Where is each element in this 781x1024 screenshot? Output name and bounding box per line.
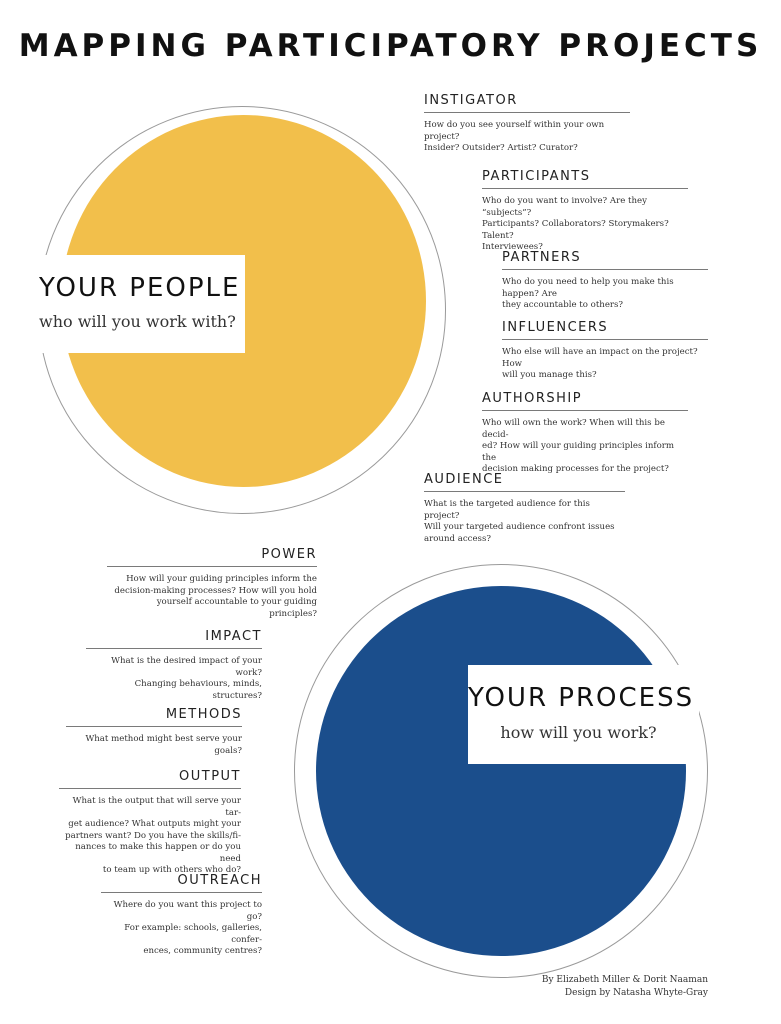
section-heading: AUDIENCE bbox=[424, 472, 625, 492]
page-title: MAPPING PARTICIPATORY PROJECTS bbox=[18, 28, 763, 64]
section-audience: AUDIENCE What is the targeted audience f… bbox=[424, 472, 625, 545]
section-heading: METHODS bbox=[66, 707, 242, 727]
section-line: Where do you want this project to go? bbox=[113, 900, 262, 922]
section-line: Who do you need to help you make this ha… bbox=[502, 277, 674, 299]
section-heading: IMPACT bbox=[86, 629, 262, 649]
section-line: yourself accountable to your guiding pri… bbox=[156, 597, 317, 619]
people-heading: YOUR PEOPLE bbox=[39, 273, 241, 303]
section-participants: PARTICIPANTS Who do you want to involve?… bbox=[482, 169, 688, 254]
section-line: ed? How will your guiding principles inf… bbox=[482, 441, 675, 463]
section-heading: PARTICIPANTS bbox=[482, 169, 688, 189]
section-body: How will your guiding principles inform … bbox=[107, 574, 317, 620]
section-line: For example: schools, galleries, confer- bbox=[124, 923, 262, 945]
credit-design: Design by Natasha Whyte-Gray bbox=[564, 988, 708, 998]
section-line: around access? bbox=[424, 533, 491, 544]
section-line: decision making processes for the projec… bbox=[482, 464, 669, 474]
section-line: ences, community centres? bbox=[143, 946, 262, 956]
section-line: to team up with others who do? bbox=[102, 865, 241, 875]
people-subheading: who will you work with? bbox=[39, 312, 236, 331]
section-body: What is the targeted audience for this p… bbox=[424, 499, 625, 545]
process-label-box: YOUR PROCESS how will you work? bbox=[468, 665, 699, 764]
credits: By Elizabeth Miller & Dorit Naaman Desig… bbox=[542, 974, 708, 1000]
section-body: Who else will have an impact on the proj… bbox=[502, 347, 708, 382]
section-body: What method might best serve your goals? bbox=[66, 734, 242, 757]
section-heading: OUTPUT bbox=[59, 769, 241, 789]
section-line: Changing behaviours, minds, structures? bbox=[134, 679, 262, 701]
section-body: Where do you want this project to go? Fo… bbox=[101, 900, 262, 958]
section-line: What is the targeted audience for this p… bbox=[424, 499, 590, 521]
section-line: How will your guiding principles inform … bbox=[126, 574, 317, 584]
section-instigator: INSTIGATOR How do you see yourself withi… bbox=[424, 93, 630, 155]
section-output: OUTPUT What is the output that will serv… bbox=[59, 769, 241, 877]
section-body: Who do you want to involve? Are they “su… bbox=[482, 196, 688, 254]
section-body: Who will own the work? When will this be… bbox=[482, 418, 688, 476]
section-line: Insider? Outsider? Artist? Curator? bbox=[424, 143, 578, 153]
process-subheading: how will you work? bbox=[500, 723, 657, 742]
process-circle-ring bbox=[294, 564, 708, 978]
section-body: Who do you need to help you make this ha… bbox=[502, 277, 708, 312]
process-heading: YOUR PROCESS bbox=[468, 683, 695, 713]
section-partners: PARTNERS Who do you need to help you mak… bbox=[502, 250, 708, 312]
section-line: decision-making processes? How will you … bbox=[114, 585, 317, 596]
section-line: Will your targeted audience confront iss… bbox=[424, 522, 615, 532]
section-line: What is the output that will serve your … bbox=[72, 796, 241, 818]
section-line: nances to make this happen or do you nee… bbox=[75, 842, 241, 864]
section-line: How do you see yourself within your own … bbox=[424, 120, 605, 142]
section-line: they accountable to others? bbox=[502, 300, 624, 310]
section-heading: AUTHORSHIP bbox=[482, 391, 688, 411]
section-authorship: AUTHORSHIP Who will own the work? When w… bbox=[482, 391, 688, 476]
section-line: Who will own the work? When will this be… bbox=[482, 418, 665, 440]
section-heading: INSTIGATOR bbox=[424, 93, 630, 113]
section-heading: INFLUENCERS bbox=[502, 320, 708, 340]
section-line: get audience? What outputs might your bbox=[68, 819, 241, 829]
section-body: How do you see yourself within your own … bbox=[424, 120, 630, 155]
section-line: will you manage this? bbox=[502, 370, 597, 380]
section-methods: METHODS What method might best serve you… bbox=[66, 707, 242, 757]
people-label-box: YOUR PEOPLE who will you work with? bbox=[26, 255, 245, 353]
section-line: Who do you want to involve? Are they “su… bbox=[482, 196, 647, 218]
section-body: What is the desired impact of your work?… bbox=[86, 656, 262, 702]
section-power: POWER How will your guiding principles i… bbox=[107, 547, 317, 620]
section-outreach: OUTREACH Where do you want this project … bbox=[101, 873, 262, 958]
section-line: What method might best serve your goals? bbox=[85, 734, 242, 756]
section-line: Participants? Collaborators? Storymakers… bbox=[482, 219, 669, 241]
section-heading: OUTREACH bbox=[101, 873, 262, 893]
section-line: partners want? Do you have the skills/fi… bbox=[65, 830, 241, 841]
section-heading: PARTNERS bbox=[502, 250, 708, 270]
section-line: Who else will have an impact on the proj… bbox=[502, 347, 698, 369]
section-line: What is the desired impact of your work? bbox=[111, 656, 262, 678]
credit-authors: By Elizabeth Miller & Dorit Naaman bbox=[541, 975, 708, 985]
section-impact: IMPACT What is the desired impact of you… bbox=[86, 629, 262, 702]
section-line: Interviewees? bbox=[482, 242, 543, 252]
process-circle bbox=[316, 586, 686, 956]
section-body: What is the output that will serve your … bbox=[59, 796, 241, 877]
section-influencers: INFLUENCERS Who else will have an impact… bbox=[502, 320, 708, 382]
section-heading: POWER bbox=[107, 547, 317, 567]
